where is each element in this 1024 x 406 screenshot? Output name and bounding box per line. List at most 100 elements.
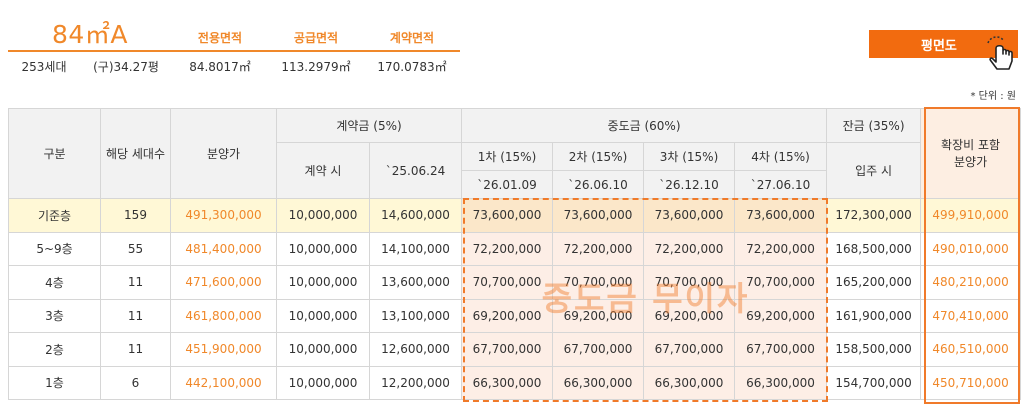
deposit1-cell: 10,000,000 (276, 231, 370, 266)
middle2-cell: 72,200,000 (552, 231, 644, 266)
unit-type-header: 84㎡A 전용면적 공급면적 계약면적 253세대 (구)34.27평 84.8… (8, 20, 460, 80)
expansion-cell: 490,010,000 (920, 231, 1022, 266)
floor-plan-button[interactable]: 평면도 (869, 30, 1018, 58)
middle1-cell: 72,200,000 (461, 231, 553, 266)
middle3-cell: 70,700,000 (643, 265, 735, 300)
middle1-cell: 69,200,000 (461, 298, 553, 333)
deposit1-cell: 10,000,000 (276, 332, 370, 367)
deposit1-cell: 10,000,000 (276, 365, 370, 400)
floor-plan-button-label: 평면도 (921, 38, 957, 54)
middle3-cell: 67,700,000 (643, 332, 735, 367)
deposit2-cell: 13,100,000 (369, 298, 462, 333)
deposit2-cell: 13,600,000 (369, 265, 462, 300)
units-cell: 55 (100, 231, 171, 266)
price-cell: 442,100,000 (170, 365, 277, 400)
units-cell: 11 (100, 332, 171, 367)
header-units: 해당 세대수 (100, 108, 171, 199)
balance-cell: 158,500,000 (826, 332, 922, 367)
middle1-cell: 66,300,000 (461, 365, 553, 400)
header-date-3: `26.12.10 (643, 170, 735, 199)
middle3-cell: 72,200,000 (643, 231, 735, 266)
middle2-cell: 70,700,000 (552, 265, 644, 300)
header-middle-payment: 중도금 (60%) (460, 108, 828, 143)
header-date-1: `26.01.09 (461, 170, 553, 199)
price-cell: 471,600,000 (170, 265, 277, 300)
header-division: 구분 (8, 108, 101, 199)
supply-area-value: 113.2979㎡ (281, 59, 351, 74)
table-row: 2층 11 451,900,000 10,000,000 12,600,000 … (8, 332, 1022, 367)
middle2-cell: 67,700,000 (552, 332, 644, 367)
table-row: 3층 11 461,800,000 10,000,000 13,100,000 … (8, 298, 1022, 333)
balance-cell: 154,700,000 (826, 365, 922, 400)
middle4-cell: 69,200,000 (733, 298, 828, 333)
expansion-cell: 480,210,000 (920, 265, 1022, 300)
middle4-cell: 66,300,000 (733, 365, 828, 400)
price-cell: 481,400,000 (170, 231, 277, 266)
unit-type-title-row: 84㎡A 전용면적 공급면적 계약면적 (8, 20, 460, 52)
middle2-cell: 73,600,000 (552, 198, 644, 233)
middle3-cell: 66,300,000 (643, 365, 735, 400)
header-installment-2: 2차 (15%) (552, 142, 644, 171)
unit-type-name: 84㎡A (52, 20, 128, 49)
floor-cell: 5~9층 (8, 231, 101, 266)
header-installment-3: 3차 (15%) (643, 142, 735, 171)
deposit2-cell: 12,200,000 (369, 365, 462, 400)
contract-area-label: 계약면적 (389, 31, 435, 45)
header-price: 분양가 (170, 108, 277, 199)
units-cell: 11 (100, 298, 171, 333)
header-date-4: `27.06.10 (733, 170, 828, 199)
middle3-cell: 73,600,000 (643, 198, 735, 233)
header-date-2: `26.06.10 (552, 170, 644, 199)
floor-cell: 1층 (8, 365, 101, 400)
header-installment-1: 1차 (15%) (461, 142, 553, 171)
middle2-cell: 66,300,000 (552, 365, 644, 400)
balance-cell: 172,300,000 (826, 198, 922, 233)
header-expansion-price: 확장비 포함 분양가 (920, 108, 1022, 199)
exclusive-area-value: 84.8017㎡ (189, 59, 251, 74)
expansion-cell: 470,410,000 (920, 298, 1022, 333)
table-row: 5~9층 55 481,400,000 10,000,000 14,100,00… (8, 231, 1022, 266)
middle2-cell: 69,200,000 (552, 298, 644, 333)
balance-cell: 165,200,000 (826, 265, 922, 300)
header-installment-4: 4차 (15%) (733, 142, 828, 171)
price-cell: 451,900,000 (170, 332, 277, 367)
middle1-cell: 67,700,000 (461, 332, 553, 367)
units-cell: 159 (100, 198, 171, 233)
unit-note: * 단위 : 원 (970, 91, 1016, 102)
header-deposit: 계약금 (5%) (276, 108, 462, 143)
header-deposit-date: `25.06.24 (369, 142, 462, 199)
deposit2-cell: 12,600,000 (369, 332, 462, 367)
floor-cell: 3층 (8, 298, 101, 333)
middle1-cell: 73,600,000 (461, 198, 553, 233)
table-row: 4층 11 471,600,000 10,000,000 13,600,000 … (8, 265, 1022, 300)
deposit1-cell: 10,000,000 (276, 265, 370, 300)
expansion-cell: 450,710,000 (920, 365, 1022, 400)
balance-cell: 161,900,000 (826, 298, 922, 333)
household-count: 253세대 (21, 59, 67, 74)
deposit2-cell: 14,100,000 (369, 231, 462, 266)
middle3-cell: 69,200,000 (643, 298, 735, 333)
middle1-cell: 70,700,000 (461, 265, 553, 300)
middle4-cell: 67,700,000 (733, 332, 828, 367)
middle4-cell: 72,200,000 (733, 231, 828, 266)
header-balance-on-move: 입주 시 (826, 142, 922, 199)
price-cell: 491,300,000 (170, 198, 277, 233)
balance-cell: 168,500,000 (826, 231, 922, 266)
unit-type-values-row: 253세대 (구)34.27평 84.8017㎡ 113.2979㎡ 170.0… (8, 52, 460, 80)
floor-cell: 기준층 (8, 198, 101, 233)
expansion-cell: 460,510,000 (920, 332, 1022, 367)
table-row: 기준층 159 491,300,000 10,000,000 14,600,00… (8, 198, 1022, 233)
deposit1-cell: 10,000,000 (276, 298, 370, 333)
hand-pointer-icon[interactable] (982, 34, 1018, 74)
header-deposit-on-contract: 계약 시 (276, 142, 370, 199)
price-table: 구분 해당 세대수 분양가 계약금 (5%) 중도금 (60%) 잔금 (35%… (8, 108, 1022, 400)
old-pyeong: (구)34.27평 (93, 59, 159, 74)
table-header-row: 계약 시 `25.06.24 1차 (15%) 2차 (15%) 3차 (15%… (9, 142, 1021, 199)
header-balance: 잔금 (35%) (826, 108, 922, 143)
table-header-row: `26.01.09 `26.06.10 `26.12.10 `27.06.10 (9, 170, 1021, 199)
floor-cell: 2층 (8, 332, 101, 367)
table-header-row: 구분 해당 세대수 분양가 계약금 (5%) 중도금 (60%) 잔금 (35%… (8, 108, 1022, 199)
deposit2-cell: 14,600,000 (369, 198, 462, 233)
price-cell: 461,800,000 (170, 298, 277, 333)
middle4-cell: 70,700,000 (733, 265, 828, 300)
